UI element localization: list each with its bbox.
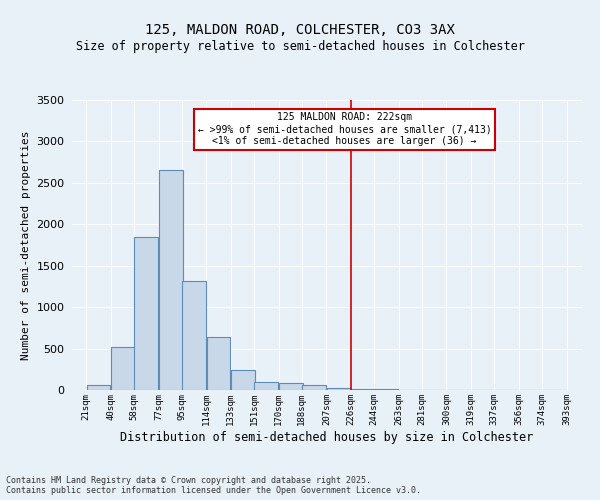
Bar bbox=[134, 236, 158, 390]
Y-axis label: Number of semi-detached properties: Number of semi-detached properties bbox=[20, 130, 31, 360]
Bar bbox=[326, 388, 350, 390]
X-axis label: Distribution of semi-detached houses by size in Colchester: Distribution of semi-detached houses by … bbox=[121, 430, 533, 444]
Bar bbox=[206, 337, 230, 390]
Bar bbox=[159, 170, 183, 390]
Bar bbox=[182, 282, 206, 390]
Bar bbox=[279, 382, 303, 390]
Text: Contains HM Land Registry data © Crown copyright and database right 2025.
Contai: Contains HM Land Registry data © Crown c… bbox=[6, 476, 421, 495]
Bar bbox=[351, 389, 375, 390]
Text: 125 MALDON ROAD: 222sqm
← >99% of semi-detached houses are smaller (7,413)
<1% o: 125 MALDON ROAD: 222sqm ← >99% of semi-d… bbox=[197, 112, 491, 146]
Bar bbox=[86, 386, 110, 390]
Text: Size of property relative to semi-detached houses in Colchester: Size of property relative to semi-detach… bbox=[76, 40, 524, 53]
Bar bbox=[111, 347, 135, 390]
Bar bbox=[254, 382, 278, 390]
Bar bbox=[302, 386, 326, 390]
Bar bbox=[231, 370, 255, 390]
Text: 125, MALDON ROAD, COLCHESTER, CO3 3AX: 125, MALDON ROAD, COLCHESTER, CO3 3AX bbox=[145, 22, 455, 36]
